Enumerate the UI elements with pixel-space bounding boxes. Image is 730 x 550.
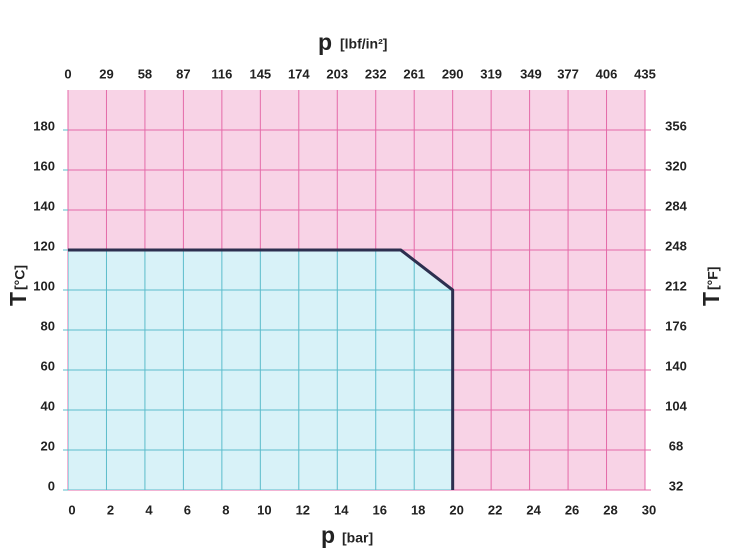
x2-axis-title: p [318, 29, 332, 55]
x-tick-label: 8 [222, 502, 229, 517]
x-tick-label: 10 [257, 502, 271, 517]
y2-tick-label: 32 [669, 478, 683, 493]
x-tick-label: 16 [372, 502, 386, 517]
x2-axis-unit: [lbf/in²] [340, 36, 387, 52]
y-tick-label: 120 [33, 238, 55, 253]
x-axis-title: p [321, 522, 335, 548]
x2-tick-label: 435 [634, 66, 656, 81]
x2-tick-label: 349 [520, 66, 542, 81]
x2-tick-label: 145 [249, 66, 271, 81]
y-tick-label: 40 [41, 398, 55, 413]
x2-tick-label: 174 [288, 66, 310, 81]
area-grid [68, 250, 453, 490]
y2-tick-label: 356 [665, 118, 687, 133]
x-tick-label: 30 [642, 502, 656, 517]
x2-tick-label: 29 [99, 66, 113, 81]
x2-tick-label: 232 [365, 66, 387, 81]
axis-titles: p [bar] p [lbf/in²] T [°C] T [°F] [5, 29, 724, 548]
y-tick-label: 20 [41, 438, 55, 453]
y-tick-label: 0 [48, 478, 55, 493]
x2-tick-label: 116 [211, 66, 232, 81]
y2-tick-label: 68 [669, 438, 683, 453]
y-tick-label: 180 [33, 118, 55, 133]
y2-tick-label: 140 [665, 358, 687, 373]
x2-tick-label: 319 [480, 66, 502, 81]
x-tick-label: 14 [334, 502, 349, 517]
y2-tick-label: 176 [665, 318, 687, 333]
y-tick-label: 80 [41, 318, 55, 333]
x2-tick-label: 377 [557, 66, 579, 81]
x-tick-label: 22 [488, 502, 502, 517]
x2-tick-label: 0 [64, 66, 71, 81]
x-tick-label: 18 [411, 502, 425, 517]
boundary-line [68, 248, 455, 490]
y-tick-label: 160 [33, 158, 55, 173]
y2-axis-title: T [698, 292, 724, 306]
y-axis-title: T [5, 292, 31, 306]
x-tick-label: 26 [565, 502, 579, 517]
x-tick-label: 20 [449, 502, 463, 517]
x2-tick-label: 87 [176, 66, 190, 81]
x2-tick-label: 203 [326, 66, 348, 81]
y2-tick-label: 104 [665, 398, 687, 413]
y-tick-label: 60 [41, 358, 55, 373]
x-tick-label: 4 [145, 502, 153, 517]
x-axis-unit: [bar] [342, 530, 373, 546]
x-tick-label: 24 [526, 502, 541, 517]
y2-tick-label: 284 [665, 198, 687, 213]
y-axis-unit: [°C] [12, 265, 28, 290]
x-tick-label: 12 [296, 502, 310, 517]
x-tick-label: 0 [68, 502, 75, 517]
y2-tick-label: 248 [665, 238, 687, 253]
x2-tick-label: 261 [403, 66, 425, 81]
x2-tick-label: 406 [596, 66, 618, 81]
x-tick-label: 6 [184, 502, 191, 517]
y-tick-label: 140 [33, 198, 55, 213]
x2-tick-label: 290 [442, 66, 464, 81]
area-group [68, 248, 455, 490]
y-tick-label: 100 [33, 278, 55, 293]
y2-axis-unit: [°F] [705, 267, 721, 290]
y2-tick-label: 212 [665, 278, 687, 293]
x-tick-label: 28 [603, 502, 617, 517]
ticks: 0 2 4 6 8 10 12 14 16 18 20 22 24 26 28 300 29 58 87 116 145… [33, 66, 687, 517]
x2-tick-label: 58 [138, 66, 152, 81]
x-tick-label: 2 [107, 502, 114, 517]
y2-tick-label: 320 [665, 158, 687, 173]
